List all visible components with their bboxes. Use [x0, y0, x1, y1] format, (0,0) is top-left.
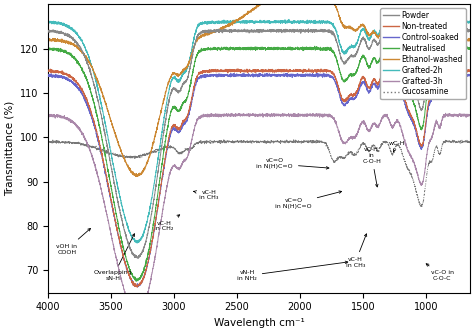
Non-treated: [79, 87, 84, 91]
Text: νC=O
in N(H)C=O: νC=O in N(H)C=O: [275, 191, 342, 209]
Powder: [266, 29, 272, 33]
Grafted-3h: [135, 314, 140, 318]
Grafted-2h: [58, 21, 64, 25]
Line: Control-soaked: Control-soaked: [48, 73, 470, 287]
Powder: [135, 256, 141, 260]
Gucosamine: [419, 204, 424, 208]
Non-treated: [45, 69, 51, 73]
Grafted-3h: [58, 114, 64, 118]
Text: νC-H
in CH₃: νC-H in CH₃: [194, 190, 219, 200]
Control-soaked: [58, 74, 64, 78]
Neutralised: [133, 279, 139, 283]
Non-treated: [58, 70, 64, 74]
Powder: [467, 29, 473, 33]
Powder: [45, 29, 51, 33]
Ethanol-washed: [160, 99, 166, 103]
Neutralised: [445, 44, 450, 48]
Gucosamine: [58, 140, 64, 144]
Gucosamine: [290, 139, 295, 143]
Non-treated: [286, 69, 292, 73]
Ethanol-washed: [45, 36, 51, 40]
Text: νOH in
COOH: νOH in COOH: [56, 228, 91, 255]
Ethanol-washed: [79, 49, 84, 53]
Text: Overlapping
sN-H: Overlapping sN-H: [94, 234, 135, 281]
Control-soaked: [286, 72, 292, 76]
Gucosamine: [266, 140, 272, 144]
Grafted-2h: [134, 241, 140, 245]
Gucosamine: [467, 140, 473, 144]
Grafted-2h: [160, 121, 166, 125]
Ethanol-washed: [133, 175, 139, 179]
Gucosamine: [160, 145, 166, 149]
Neutralised: [79, 67, 84, 71]
Powder: [79, 48, 84, 52]
Grafted-2h: [45, 20, 51, 24]
Control-soaked: [467, 74, 473, 78]
Control-soaked: [45, 74, 51, 78]
Y-axis label: Transmittance (%): Transmittance (%): [4, 101, 14, 196]
Grafted-2h: [467, 20, 473, 24]
Non-treated: [290, 69, 295, 73]
Line: Grafted-3h: Grafted-3h: [48, 113, 470, 316]
Text: νC-H
in CH₂: νC-H in CH₂: [154, 215, 180, 231]
Powder: [465, 27, 470, 31]
Ethanol-washed: [467, 38, 473, 42]
Powder: [58, 31, 64, 35]
Gucosamine: [286, 140, 292, 144]
Grafted-3h: [45, 113, 51, 117]
Control-soaked: [160, 171, 166, 175]
Grafted-3h: [443, 111, 448, 115]
Text: νC-H
in CH₃: νC-H in CH₃: [346, 234, 367, 268]
Grafted-3h: [79, 130, 84, 134]
Control-soaked: [134, 285, 140, 289]
Text: νN-H
in NH₂: νN-H in NH₂: [237, 261, 348, 281]
Line: Powder: Powder: [48, 29, 470, 258]
Grafted-3h: [160, 205, 166, 208]
Grafted-3h: [290, 113, 295, 117]
Grafted-3h: [266, 114, 272, 118]
Neutralised: [290, 46, 295, 50]
Line: Non-treated: Non-treated: [48, 68, 470, 287]
Neutralised: [266, 46, 272, 50]
Line: Grafted-2h: Grafted-2h: [48, 19, 470, 243]
Control-soaked: [79, 90, 84, 94]
Neutralised: [58, 46, 64, 50]
Control-soaked: [266, 72, 272, 76]
Powder: [286, 28, 292, 32]
Grafted-2h: [286, 20, 292, 24]
Gucosamine: [79, 143, 84, 147]
Neutralised: [467, 45, 473, 49]
X-axis label: Wavelength cm⁻¹: Wavelength cm⁻¹: [213, 318, 304, 328]
Powder: [160, 133, 166, 137]
Neutralised: [45, 47, 51, 51]
Grafted-2h: [266, 21, 272, 25]
Powder: [290, 29, 295, 33]
Non-treated: [134, 285, 140, 289]
Grafted-3h: [467, 113, 473, 117]
Grafted-3h: [286, 113, 292, 117]
Text: wC-H: wC-H: [389, 141, 405, 152]
Non-treated: [447, 66, 453, 70]
Non-treated: [467, 68, 473, 72]
Grafted-2h: [286, 17, 292, 21]
Non-treated: [160, 168, 166, 172]
Grafted-2h: [79, 38, 84, 42]
Gucosamine: [45, 139, 51, 143]
Neutralised: [286, 46, 292, 50]
Line: Gucosamine: Gucosamine: [48, 139, 470, 206]
Control-soaked: [290, 73, 295, 77]
Grafted-2h: [290, 19, 295, 23]
Control-soaked: [321, 71, 327, 75]
Text: νC=O
in N(H)C=O: νC=O in N(H)C=O: [256, 158, 329, 169]
Text: νC-H
in
C-O-H: νC-H in C-O-H: [362, 147, 381, 187]
Gucosamine: [291, 137, 297, 141]
Ethanol-washed: [58, 39, 64, 42]
Text: νC-O in
C-O-C: νC-O in C-O-C: [426, 264, 454, 281]
Line: Ethanol-washed: Ethanol-washed: [48, 0, 470, 177]
Line: Neutralised: Neutralised: [48, 46, 470, 281]
Non-treated: [266, 68, 272, 72]
Neutralised: [160, 153, 166, 157]
Legend: Powder, Non-treated, Control-soaked, Neutralised, Ethanol-washed, Grafted-2h, Gr: Powder, Non-treated, Control-soaked, Neu…: [380, 8, 466, 100]
